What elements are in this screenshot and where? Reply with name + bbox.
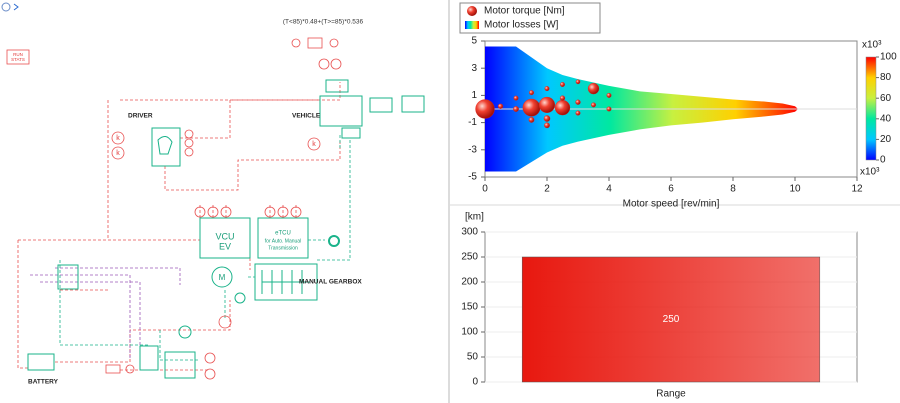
x-tick-label: Range bbox=[656, 389, 686, 400]
formula: (T<85)*0.48+(T>=85)*0.536 bbox=[283, 19, 364, 26]
cooling-block[interactable] bbox=[164, 351, 196, 379]
x-tick-label: 8 bbox=[730, 184, 736, 195]
battery-label: BATTERY bbox=[28, 379, 59, 386]
vehicle-block[interactable] bbox=[319, 95, 363, 127]
bar bbox=[521, 256, 821, 383]
torque-point bbox=[544, 86, 550, 92]
torque-point bbox=[587, 82, 600, 95]
y-tick-label: 0 bbox=[472, 377, 478, 388]
x-tick-label: 12 bbox=[851, 184, 863, 195]
x-tick-label: 4 bbox=[606, 184, 612, 195]
vcu-block[interactable] bbox=[199, 217, 251, 259]
vehicle-label: VEHICLE bbox=[292, 113, 321, 120]
nav-arrow[interactable] bbox=[13, 3, 19, 11]
torque-point bbox=[522, 98, 541, 117]
legend-swatch bbox=[465, 21, 479, 29]
legend-swatch bbox=[467, 6, 477, 16]
y-tick-label: 200 bbox=[461, 277, 478, 288]
colorbar-tick-label: 80 bbox=[880, 72, 892, 83]
vehicle-sub bbox=[369, 97, 393, 113]
torque-point bbox=[559, 95, 566, 101]
vcu-label: VCU bbox=[215, 231, 234, 241]
y-tick-label: 1 bbox=[471, 90, 477, 101]
y-tick-label: 50 bbox=[467, 352, 479, 363]
torque-point bbox=[554, 99, 571, 116]
torque-point bbox=[606, 92, 612, 98]
etcu-label: for Auto. Manual bbox=[265, 238, 301, 244]
gearbox-label: MANUAL GEARBOX bbox=[299, 279, 362, 286]
torque-point bbox=[529, 90, 534, 96]
vehicle-sub bbox=[325, 79, 349, 93]
y-tick-label: 100 bbox=[461, 327, 478, 338]
diagram: RUN STATS (T<85)*0.48+(T>=85)*0.536 VCU … bbox=[1, 2, 425, 386]
colorbar-tick-label: 40 bbox=[880, 113, 892, 124]
run-stats: STATS bbox=[11, 57, 25, 62]
torque-point bbox=[513, 95, 519, 101]
torque-point bbox=[528, 117, 535, 123]
run-stats-box[interactable] bbox=[6, 49, 30, 65]
torque-point bbox=[544, 122, 550, 129]
gain: k bbox=[116, 135, 120, 142]
torque-point bbox=[591, 102, 596, 108]
etcu-label: Transmission bbox=[268, 245, 298, 251]
gain: k bbox=[116, 150, 120, 157]
etcu-label: eTCU bbox=[275, 231, 291, 237]
y-axis-label: [km] bbox=[465, 212, 484, 223]
legend bbox=[459, 2, 601, 34]
y-tick-label: -1 bbox=[468, 117, 477, 128]
colorbar-tick-label: 60 bbox=[880, 93, 892, 104]
gain: k bbox=[312, 141, 316, 148]
driver-block[interactable] bbox=[151, 127, 181, 167]
legend-label: Motor losses [W] bbox=[484, 20, 559, 31]
driver-label: DRIVER bbox=[128, 113, 153, 120]
nav-icon[interactable] bbox=[1, 2, 11, 12]
colorbar-tick-label: 0 bbox=[880, 155, 886, 166]
vcu-label: EV bbox=[219, 241, 231, 251]
x-tick-label: 2 bbox=[544, 184, 550, 195]
cooling-block[interactable] bbox=[139, 345, 159, 371]
torque-point bbox=[513, 106, 519, 112]
value-label: 250 bbox=[663, 314, 680, 325]
motor[interactable] bbox=[211, 266, 233, 288]
x-multiplier: x10³ bbox=[860, 167, 880, 178]
x-tick-label: 6 bbox=[668, 184, 674, 195]
colorbar-tick-label: 20 bbox=[880, 134, 892, 145]
torque-point bbox=[497, 103, 504, 109]
torque-point bbox=[543, 115, 551, 122]
colorbar bbox=[865, 56, 877, 161]
torque-point bbox=[475, 99, 495, 119]
torque-point bbox=[575, 110, 581, 116]
motor-label: M bbox=[219, 273, 226, 282]
run-stats: RUN bbox=[13, 52, 23, 57]
y-tick-label: 250 bbox=[461, 252, 478, 263]
legend-label: Motor torque [Nm] bbox=[484, 6, 565, 17]
x-axis-label: Motor speed [rev/min] bbox=[623, 199, 720, 210]
colorbar-tick-label: 100 bbox=[880, 52, 897, 63]
gearbox-block[interactable] bbox=[254, 263, 318, 301]
converter-block[interactable] bbox=[57, 264, 79, 290]
y-tick-label: 3 bbox=[471, 63, 477, 74]
torque-point bbox=[560, 82, 565, 87]
battery-block[interactable] bbox=[27, 353, 55, 371]
y-tick-label: -5 bbox=[468, 172, 477, 183]
colorbar-multiplier: x10³ bbox=[862, 40, 882, 51]
x-tick-label: 10 bbox=[789, 184, 801, 195]
torque-point bbox=[606, 106, 612, 112]
y-tick-label: 5 bbox=[471, 36, 477, 47]
y-tick-label: 300 bbox=[461, 227, 478, 238]
torque-point bbox=[575, 99, 581, 105]
etcu-block[interactable] bbox=[257, 217, 309, 259]
vehicle-sub bbox=[341, 127, 361, 139]
y-tick-label: -3 bbox=[468, 144, 477, 155]
torque-point bbox=[575, 79, 581, 85]
vehicle-sub bbox=[401, 95, 425, 113]
x-tick-label: 0 bbox=[482, 184, 488, 195]
y-tick-label: 150 bbox=[461, 302, 478, 313]
torque-point bbox=[538, 96, 556, 113]
